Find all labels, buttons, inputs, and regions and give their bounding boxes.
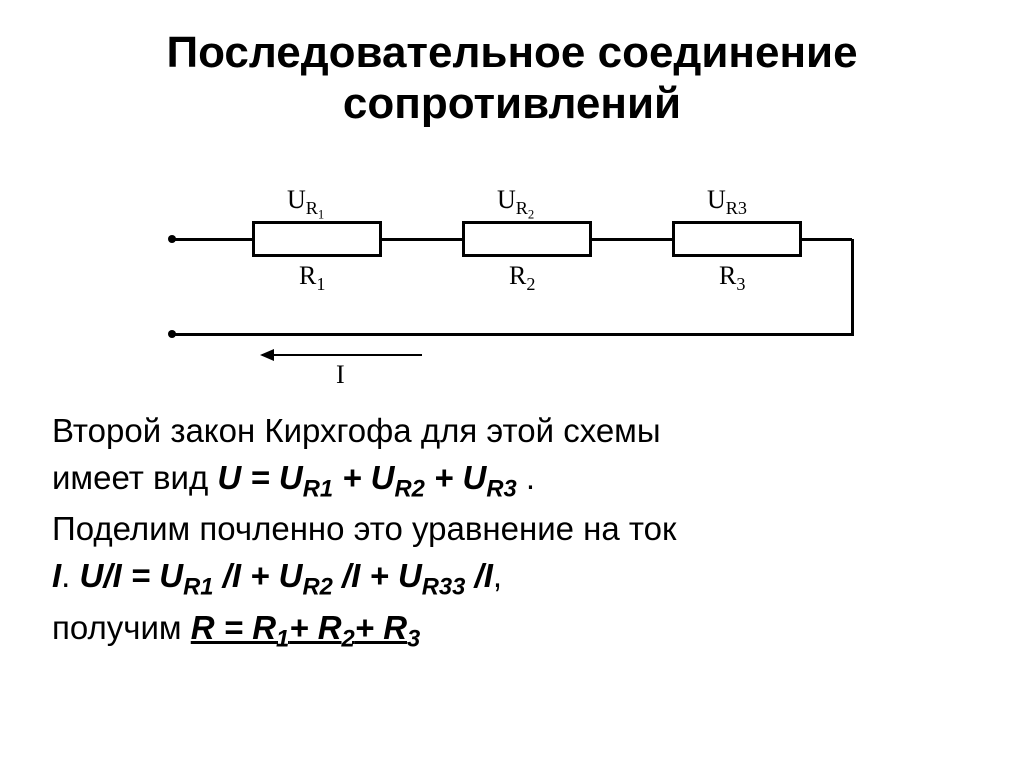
voltage-label-2: UR2 (497, 185, 534, 223)
body-line4-prefix: I. (52, 557, 80, 594)
body-line1: Второй закон Кирхгофа для этой схемы (52, 412, 661, 449)
resistor-2 (462, 221, 592, 257)
equation-1: U = UR1 + UR2 + UR3 . (217, 459, 535, 496)
equation-2: U/I = UR1 /I + UR2 /I + UR33 /I, (80, 557, 503, 594)
resistor-label-2: R2 (509, 261, 535, 295)
resistor-1 (252, 221, 382, 257)
voltage-label-3: UR3 (707, 185, 747, 219)
body-line3: Поделим почленно это уравнение на ток (52, 510, 676, 547)
explanation-text: Второй закон Кирхгофа для этой схемы име… (0, 399, 1024, 655)
current-label: I (336, 360, 345, 390)
page-title: Последовательное соединение сопротивлени… (0, 0, 1024, 129)
series-circuit-diagram: UR1R1UR2R2UR3R3I (132, 159, 892, 379)
body-line2a: имеет вид (52, 459, 217, 496)
resistor-label-1: R1 (299, 261, 325, 295)
equation-3: R = R1+ R2+ R3 (191, 609, 421, 646)
voltage-label-1: UR1 (287, 185, 324, 223)
current-arrow-icon (260, 349, 274, 361)
title-line-2: сопротивлений (0, 79, 1024, 130)
body-line5a: получим (52, 609, 191, 646)
resistor-3 (672, 221, 802, 257)
title-line-1: Последовательное соединение (0, 28, 1024, 79)
resistor-label-3: R3 (719, 261, 745, 295)
